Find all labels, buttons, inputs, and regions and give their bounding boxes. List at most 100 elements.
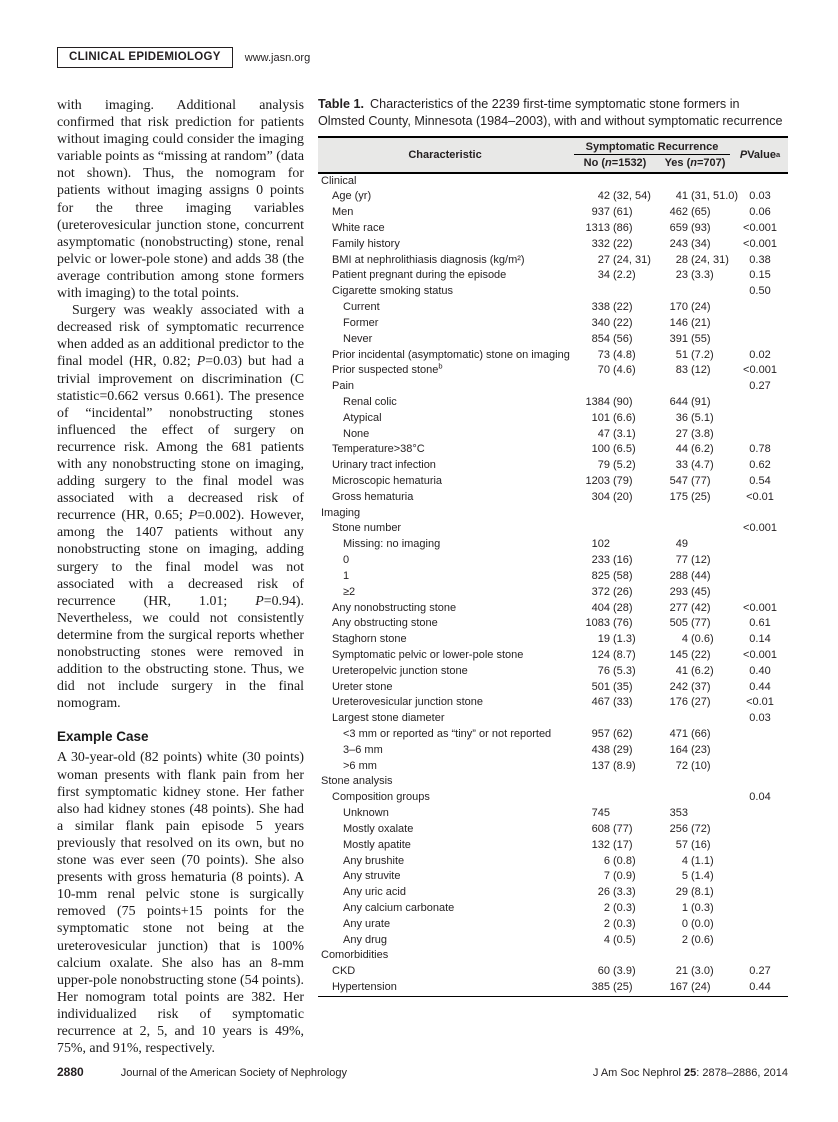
no-value-percent: (6.5): [613, 443, 636, 456]
no-value-percent: (56): [613, 332, 633, 345]
no-value-number: 745: [591, 807, 610, 820]
yes-value-number: 170: [669, 301, 688, 314]
no-value-percent: (3.9): [613, 965, 636, 978]
yes-value-number: 175: [669, 490, 688, 503]
p-value-cell: 0.06: [749, 206, 771, 219]
no-value-percent: [610, 521, 658, 537]
characteristic-cell: Ureter stone: [332, 680, 393, 693]
no-value-percent: [610, 506, 658, 522]
no-value-number: 304: [591, 490, 610, 503]
p-value-cell: [732, 585, 788, 601]
table-row: Missing: no imaging 102 49: [318, 537, 788, 553]
characteristic-cell: Pain: [332, 380, 355, 393]
no-value-number: 467: [591, 696, 610, 709]
p-value-cell: [732, 917, 788, 933]
yes-value-percent: (1.4): [691, 870, 714, 883]
no-value-percent: (24, 31): [613, 253, 651, 266]
yes-value-number: 41: [675, 190, 688, 203]
characteristic-cell: Atypical: [343, 411, 382, 424]
table-row: Any obstructing stone 1083 (76) 505 (77) 0.61: [318, 616, 788, 632]
characteristic-cell: Any urate: [343, 917, 391, 930]
journal-name: Journal of the American Society of Nephr…: [120, 1067, 347, 1079]
yes-value-percent: (44): [691, 569, 711, 582]
no-value-percent: (4.6): [613, 364, 636, 377]
yes-value-number: 33: [675, 459, 688, 472]
no-value-percent: (79): [613, 475, 633, 488]
characteristic-cell: <3 mm or reported as “tiny” or not repor…: [343, 728, 552, 741]
no-value-number: 137: [591, 759, 610, 772]
no-value-percent: [610, 174, 658, 190]
no-column-header: No (n=1532): [583, 156, 647, 169]
characteristic-cell: Unknown: [343, 807, 389, 820]
no-value-percent: (33): [613, 696, 633, 709]
characteristic-cell: Imaging: [321, 506, 361, 519]
no-value-number: 854: [591, 332, 610, 345]
no-value-number: 957: [591, 728, 610, 741]
characteristic-cell: Mostly apatite: [343, 838, 411, 851]
p-value-cell: 0.38: [749, 253, 771, 266]
no-value-percent: (29): [613, 743, 633, 756]
example-case-heading: Example Case: [57, 729, 149, 745]
p-value-cell: 0.54: [749, 475, 771, 488]
table-row: Ureteropelvic junction stone 76 (5.3) 41 (6.…: [318, 664, 788, 680]
yes-value-number: 659: [669, 222, 688, 235]
table-body: Clinical Age (yr) 42 (32, 54) 41 (31, 51.0) 0.…: [318, 174, 788, 997]
yes-value-number: 36: [675, 411, 688, 424]
p-value-cell: 0.03: [749, 190, 771, 203]
yes-value-number: [658, 790, 688, 806]
yes-value-number: 164: [669, 743, 688, 756]
p-value-cell: 0.40: [749, 664, 771, 677]
no-value-number: [572, 521, 610, 537]
table-row: Largest stone diameter 0.03: [318, 711, 788, 727]
yes-value-percent: (77): [691, 475, 711, 488]
p-value-cell: [732, 395, 788, 411]
table-row: White race 1313 (86) 659 (93) <0.001: [318, 221, 788, 237]
symptomatic-recurrence-header-group: Symptomatic Recurrence No (n=1532) Yes (…: [572, 138, 732, 172]
yes-value-number: 23: [675, 269, 688, 282]
table-row: None 47 (3.1) 27 (3.8): [318, 427, 788, 443]
table-row: Mostly oxalate 608 (77) 256 (72): [318, 822, 788, 838]
p-value-cell: 0.61: [749, 617, 771, 630]
no-value-number: 338: [591, 301, 610, 314]
table-1: Table 1. Characteristics of the 2239 firs…: [318, 96, 788, 997]
no-value-number: 2: [603, 917, 610, 930]
table-row: <3 mm or reported as “tiny” or not repor…: [318, 727, 788, 743]
characteristic-cell: Any struvite: [343, 870, 401, 883]
yes-value-percent: (10): [691, 759, 711, 772]
yes-value-number: [658, 774, 688, 790]
yes-value-number: [658, 521, 688, 537]
no-value-percent: (0.3): [613, 917, 636, 930]
yes-value-percent: [688, 948, 732, 964]
no-value-percent: (17): [613, 838, 633, 851]
yes-value-number: 146: [669, 316, 688, 329]
journal-url-link[interactable]: www.jasn.org: [244, 51, 311, 64]
no-value-percent: (61): [613, 206, 633, 219]
no-value-number: [572, 774, 610, 790]
yes-value-percent: [688, 284, 732, 300]
yes-value-percent: (93): [691, 222, 711, 235]
yes-column-header: Yes (n=707): [664, 156, 726, 169]
p-value-cell: 0.78: [749, 443, 771, 456]
no-value-number: [572, 948, 610, 964]
no-value-percent: (28): [613, 601, 633, 614]
p-value-cell: [732, 774, 788, 790]
yes-value-percent: (66): [691, 728, 711, 741]
p-value-cell: 0.14: [749, 633, 771, 646]
p-value-cell: <0.001: [743, 648, 777, 661]
no-value-percent: (58): [613, 569, 633, 582]
p-value-cell: [732, 411, 788, 427]
characteristic-cell: Any drug: [343, 933, 388, 946]
table-row: Patient pregnant during the episode 34 (2.…: [318, 268, 788, 284]
yes-value-percent: (24): [691, 301, 711, 314]
no-value-percent: [610, 379, 658, 395]
p-value-cell: [732, 869, 788, 885]
no-value-number: 19: [597, 633, 610, 646]
characteristic-cell: Prior suspected stoneb: [332, 361, 443, 377]
no-value-number: 7: [603, 870, 610, 883]
no-value-percent: [610, 774, 658, 790]
no-value-percent: (86): [613, 222, 633, 235]
p-value-cell: [732, 822, 788, 838]
no-value-number: [572, 506, 610, 522]
no-value-number: 132: [591, 838, 610, 851]
no-value-number: 937: [591, 206, 610, 219]
